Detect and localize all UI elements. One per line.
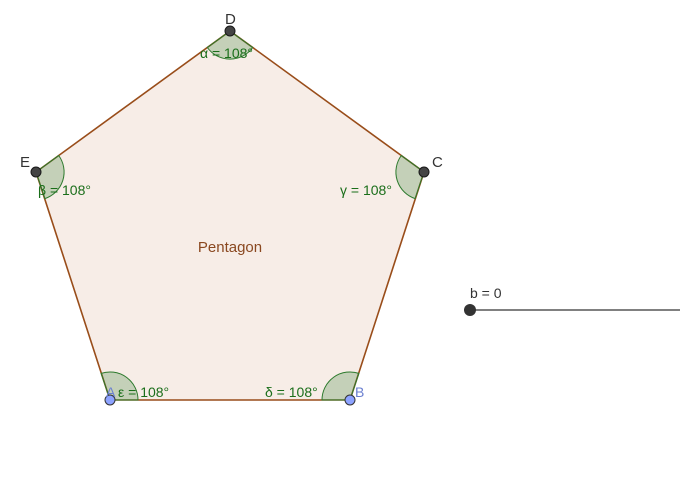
angle-label-beta: α = 108°	[200, 45, 253, 61]
vertex-label-e: E	[20, 154, 30, 171]
vertex-label-b: B	[355, 384, 364, 400]
pentagon-shape[interactable]	[36, 31, 424, 400]
angle-label-alpha: β = 108°	[38, 182, 91, 198]
vertex-point-c[interactable]	[419, 167, 429, 177]
shape-label: Pentagon	[198, 239, 262, 256]
vertex-label-d: D	[225, 11, 236, 28]
vertex-point-e[interactable]	[31, 167, 41, 177]
vertex-label-c: C	[432, 154, 443, 171]
vertex-point-b[interactable]	[345, 395, 355, 405]
vertex-label-a: A	[106, 384, 116, 400]
slider-label: b = 0	[470, 285, 502, 301]
slider-handle[interactable]	[464, 304, 476, 316]
angle-label-gamma: γ = 108°	[340, 182, 392, 198]
geometry-canvas: D E C A B α = 108° β = 108° γ = 108° ε =…	[0, 0, 700, 500]
angle-label-epsilon: ε = 108°	[118, 384, 169, 400]
angle-label-delta: δ = 108°	[265, 384, 318, 400]
